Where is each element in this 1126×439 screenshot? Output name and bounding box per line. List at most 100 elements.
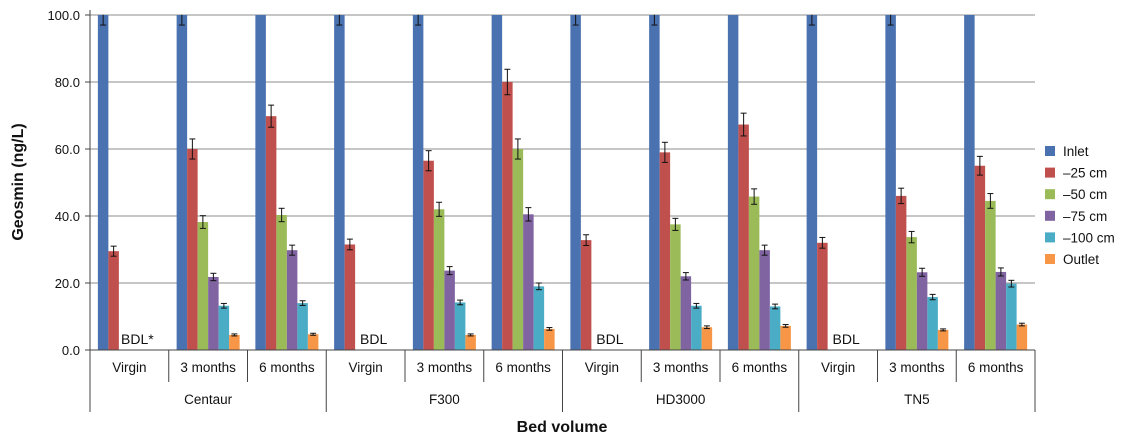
legend: Inlet –25 cm –50 cm –75 cm –100 cm Outlet [1045,144,1115,267]
bar [895,195,907,350]
bar [286,250,298,350]
legend-swatch [1045,146,1055,156]
bar [176,15,188,350]
legend-label: –50 cm [1063,187,1107,202]
legend-swatch [1045,210,1055,221]
bar [659,152,671,350]
category-label: Virgin [348,360,382,375]
category-label: 6 months [495,360,551,375]
bar [218,305,230,350]
bar [334,15,345,350]
category-label: 3 months [180,360,236,375]
legend-label: –100 cm [1063,230,1115,245]
category-label: Virgin [112,360,146,375]
bar [512,149,524,350]
bar [727,15,739,350]
bar [544,328,555,350]
bar [769,306,781,350]
legend-label: Inlet [1063,144,1089,159]
bar [964,15,975,350]
bar [208,276,219,350]
bar [491,15,503,350]
bar [670,224,681,350]
bar [927,297,938,350]
y-tick-label: 0.0 [62,343,80,358]
bar [533,286,545,350]
annotation-label: BDL [360,331,387,347]
bar [937,329,949,350]
y-tick-label: 100.0 [47,8,80,23]
bar [1006,283,1017,350]
bar [423,160,434,350]
legend-swatch [1045,167,1055,178]
legend-swatch [1045,189,1055,200]
bar [780,325,791,350]
bar [465,334,476,350]
y-tick-label: 20.0 [55,276,80,291]
gridlines [90,14,1035,284]
bar [97,15,109,350]
bar [680,276,692,350]
category-label: 3 months [653,360,709,375]
y-tick-label: 40.0 [55,209,80,224]
bar [297,303,308,350]
bar [444,270,455,350]
bar [748,196,760,350]
legend-swatch [1045,254,1055,264]
bar [197,222,209,350]
bar [502,82,513,350]
bar [885,15,896,350]
y-axis-title: Geosmin (ng/L) [10,123,27,240]
annotation-label: BDL [596,331,623,347]
legend-label: –75 cm [1063,209,1107,224]
annotation-label: BDL* [121,331,154,347]
bar [229,334,240,350]
category-label: 6 months [259,360,315,375]
bar [255,15,266,350]
bar [307,334,319,350]
bar [187,149,198,350]
bar [580,240,592,350]
bar [995,271,1007,350]
category-label: 6 months [968,360,1024,375]
group-label: HD3000 [656,392,706,407]
x-axis-title: Bed volume [517,419,608,436]
bar [412,15,424,350]
bar [276,214,287,350]
category-label: Virgin [821,360,855,375]
group-label: F300 [429,392,460,407]
legend-label: –25 cm [1063,166,1107,181]
category-label: 3 months [417,360,473,375]
y-tick-label: 80.0 [55,75,80,90]
bar [759,250,770,350]
bar [817,242,828,350]
bar [806,15,818,350]
labels: Virgin 3 months 6 months Virgin 3 months 6 mo… [112,331,1023,407]
bar [454,302,466,350]
axes: 0.0 20.0 40.0 60.0 80.0 100.0 [47,8,1036,412]
legend-label: Outlet [1063,252,1099,267]
bars [97,14,1028,350]
category-label: 6 months [732,360,788,375]
group-label: Centaur [184,392,233,407]
bar [433,209,445,350]
bar [265,116,277,350]
category-label: Virgin [585,360,619,375]
group-label: TN5 [904,392,930,407]
bar [701,327,713,350]
annotation-label: BDL [833,331,860,347]
bar [1016,324,1028,350]
bar [691,305,702,350]
category-label: 3 months [889,360,945,375]
bar [916,272,928,350]
bar [649,15,660,350]
bar [738,124,749,350]
bar [523,214,534,350]
bar [906,237,917,350]
bar [985,200,996,350]
bar [344,244,356,350]
bar [974,165,986,350]
legend-swatch [1045,232,1055,243]
